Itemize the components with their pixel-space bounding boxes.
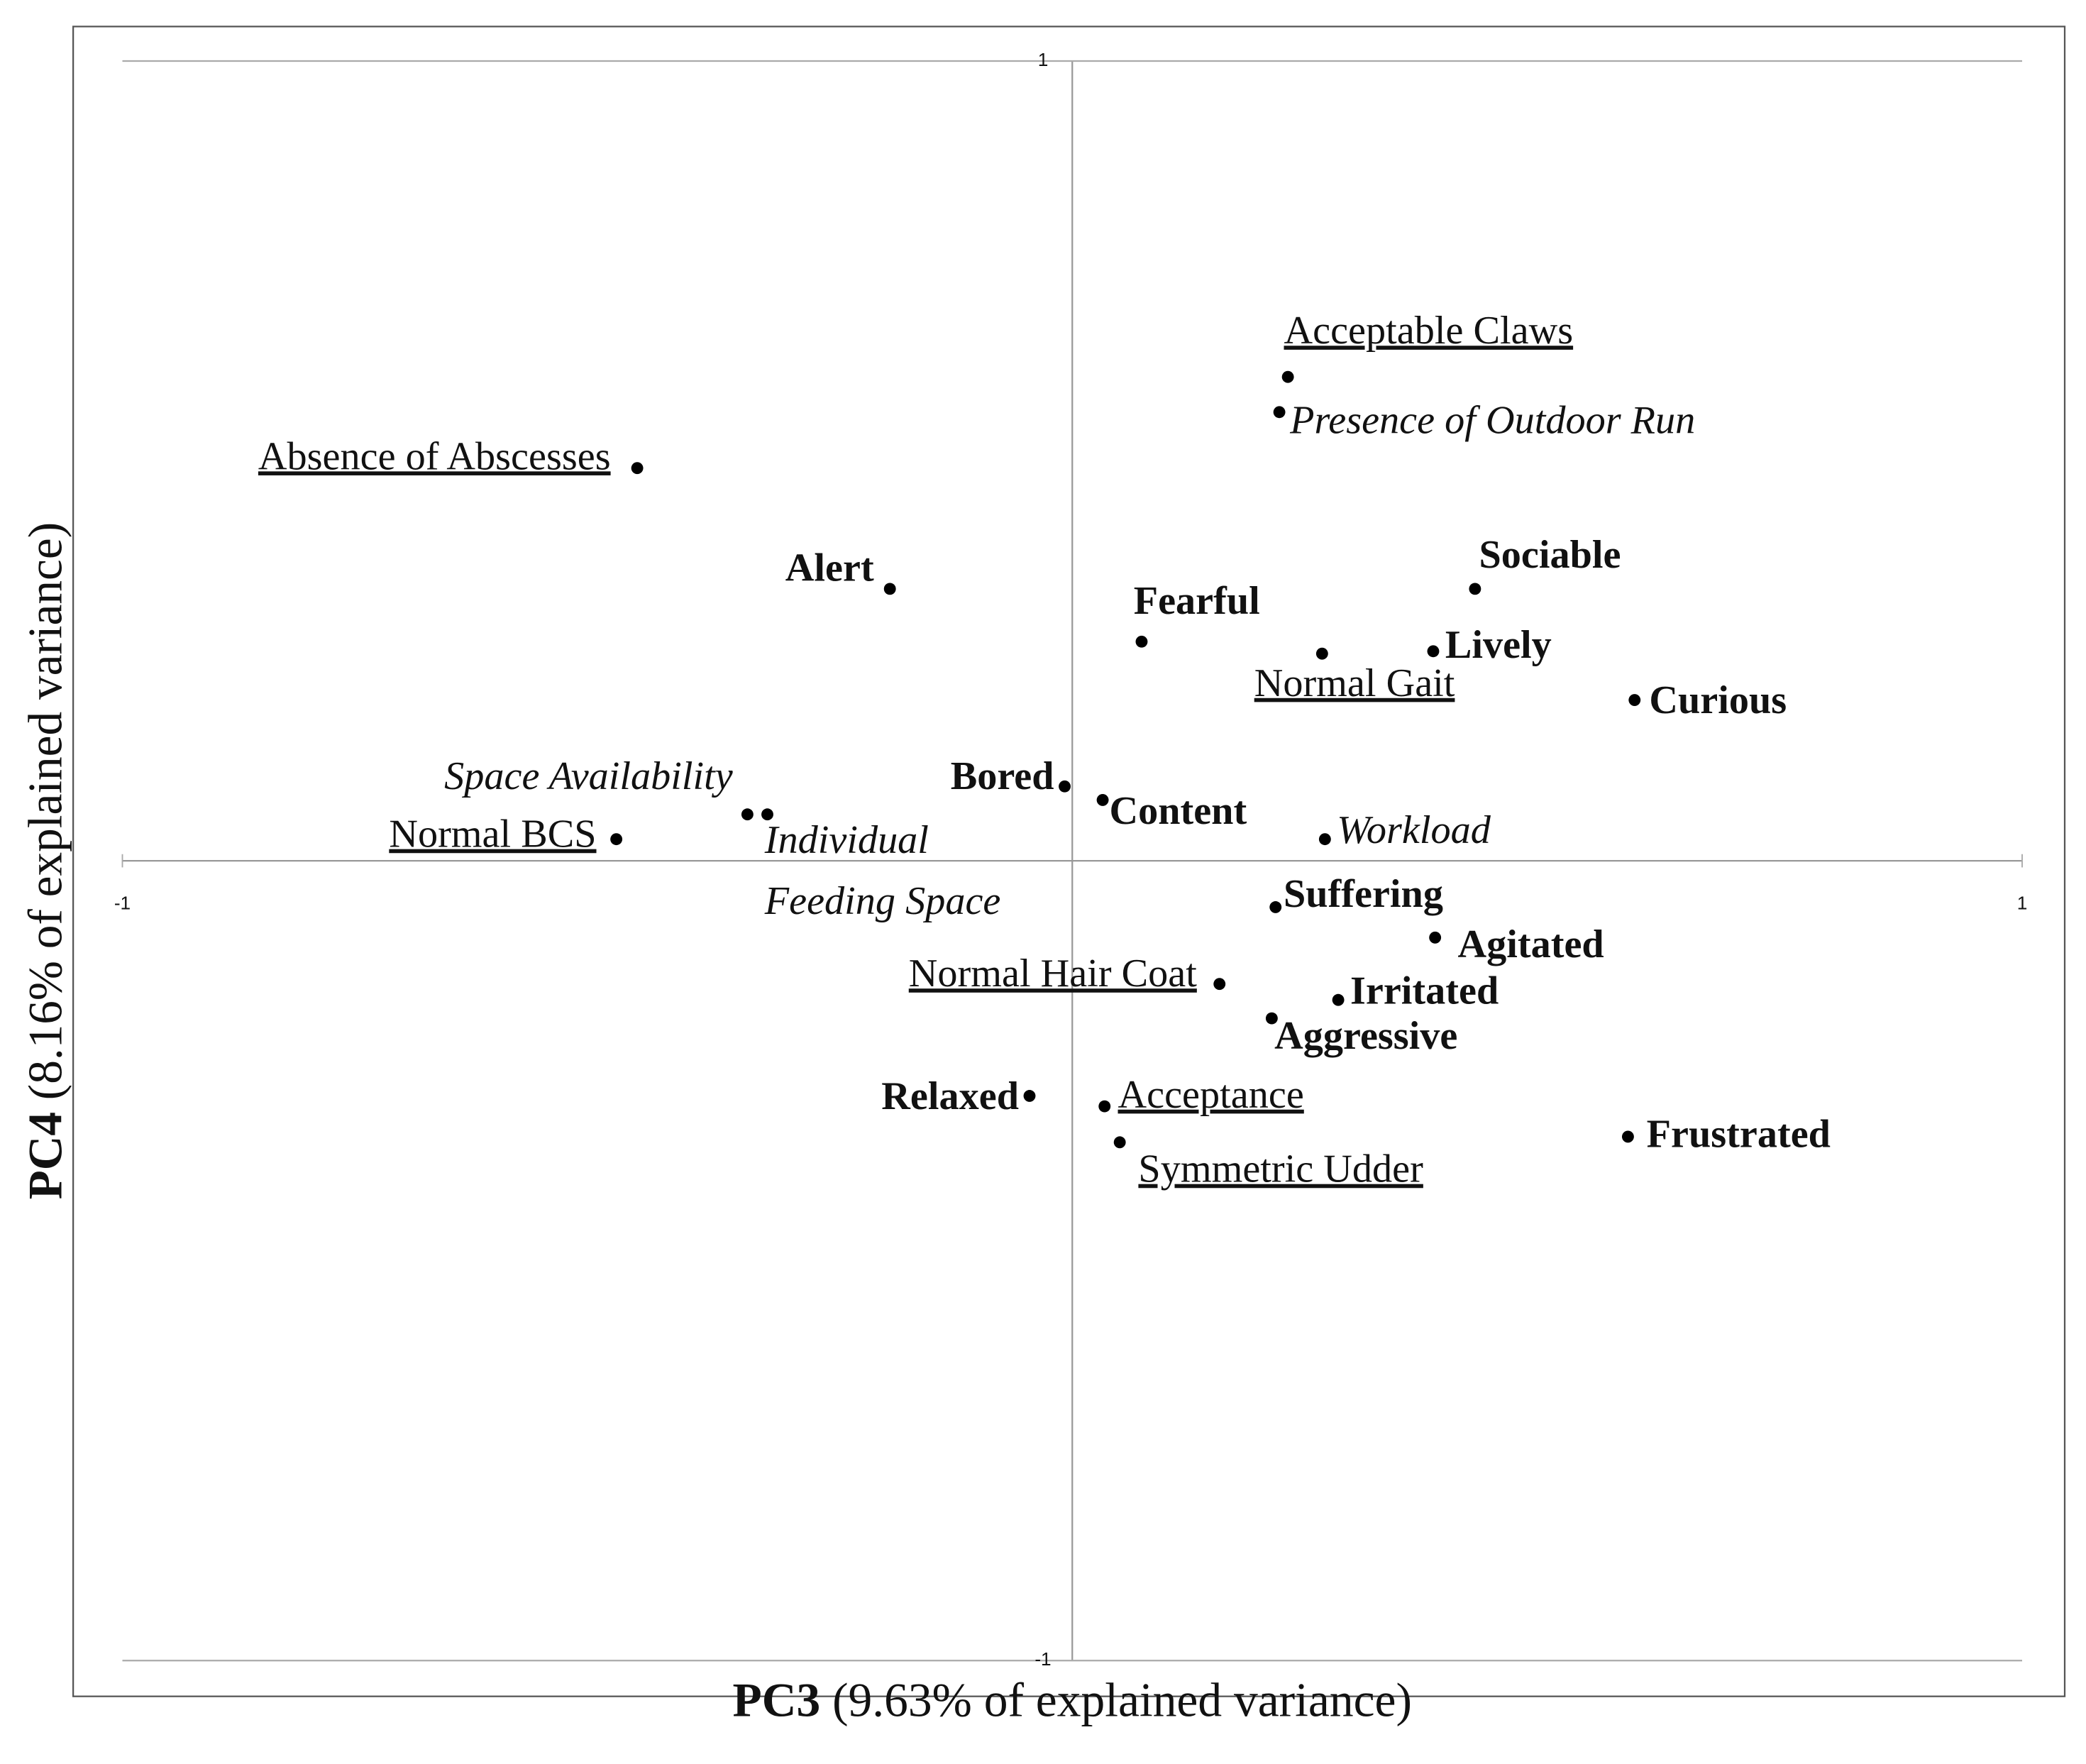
point-label: Fearful (1134, 579, 1260, 623)
point-label: Curious (1649, 678, 1787, 722)
y-tick-label: -1 (1034, 1648, 1051, 1670)
point (1023, 1090, 1036, 1102)
point-label: Relaxed (881, 1074, 1019, 1118)
point-label: Space Availability (444, 754, 733, 798)
point-label: Lively (1445, 623, 1552, 667)
x-axis-title: PC3 (9.63% of explained variance) (733, 1674, 1412, 1727)
point (1315, 647, 1328, 660)
point-label: Normal Hair Coat (909, 952, 1197, 996)
point (1096, 794, 1109, 806)
point (1059, 780, 1071, 793)
point (610, 833, 623, 846)
point-label: Workload (1337, 808, 1491, 852)
point (1427, 645, 1440, 658)
point-label: Presence of Outdoor Run (1289, 399, 1695, 443)
point-label: Agitated (1458, 922, 1604, 966)
point-label: Sociable (1479, 533, 1621, 577)
point-label: Aggressive (1274, 1014, 1457, 1058)
x-axis-title-text: (9.63% of explained variance) (832, 1674, 1412, 1727)
point (761, 808, 773, 821)
point-label: Frustrated (1647, 1113, 1831, 1157)
point (1098, 1100, 1111, 1113)
point (1135, 635, 1148, 648)
y-axis-title: PC4 (8.16% of explained variance) (19, 522, 72, 1199)
point-label: Irritated (1350, 969, 1499, 1013)
point (1213, 978, 1226, 991)
point (1628, 694, 1641, 706)
frame (72, 26, 2066, 1697)
point (1269, 901, 1282, 913)
point-label: Individual Feeding Space (764, 818, 1001, 923)
point (1332, 993, 1345, 1006)
point (1318, 833, 1331, 846)
point (1265, 1012, 1278, 1025)
point-label: Suffering (1284, 872, 1443, 916)
point-label: Symmetric Udder (1138, 1147, 1423, 1191)
point-label: Bored (951, 754, 1054, 798)
point (1113, 1136, 1126, 1149)
point (1273, 406, 1286, 419)
point (1469, 583, 1481, 595)
point-label: Normal Gait (1254, 661, 1455, 705)
point (1429, 931, 1442, 944)
point-label: Normal BCS (389, 812, 596, 856)
point-label: Content (1109, 789, 1247, 833)
point (1621, 1130, 1634, 1143)
point-label: Alert (785, 546, 874, 590)
point (741, 808, 754, 821)
point-label: Absence of Abscesses (258, 434, 611, 478)
point (631, 462, 644, 475)
x-tick-label: 1 (2017, 893, 2028, 914)
point-label: Acceptance (1118, 1073, 1304, 1117)
label-line: Individual (764, 818, 929, 862)
y-axis-title-bold: PC4 (19, 1112, 72, 1199)
y-axis-title-text: (8.16% of explained variance) (19, 522, 72, 1100)
y-tick-label: 1 (1038, 49, 1049, 70)
point-label: Acceptable Claws (1284, 309, 1574, 353)
point (883, 583, 896, 595)
label-line: Feeding Space (764, 879, 1001, 923)
x-tick-label: -1 (114, 893, 131, 914)
point (1281, 370, 1294, 383)
x-axis-title-bold: PC3 (733, 1674, 821, 1727)
